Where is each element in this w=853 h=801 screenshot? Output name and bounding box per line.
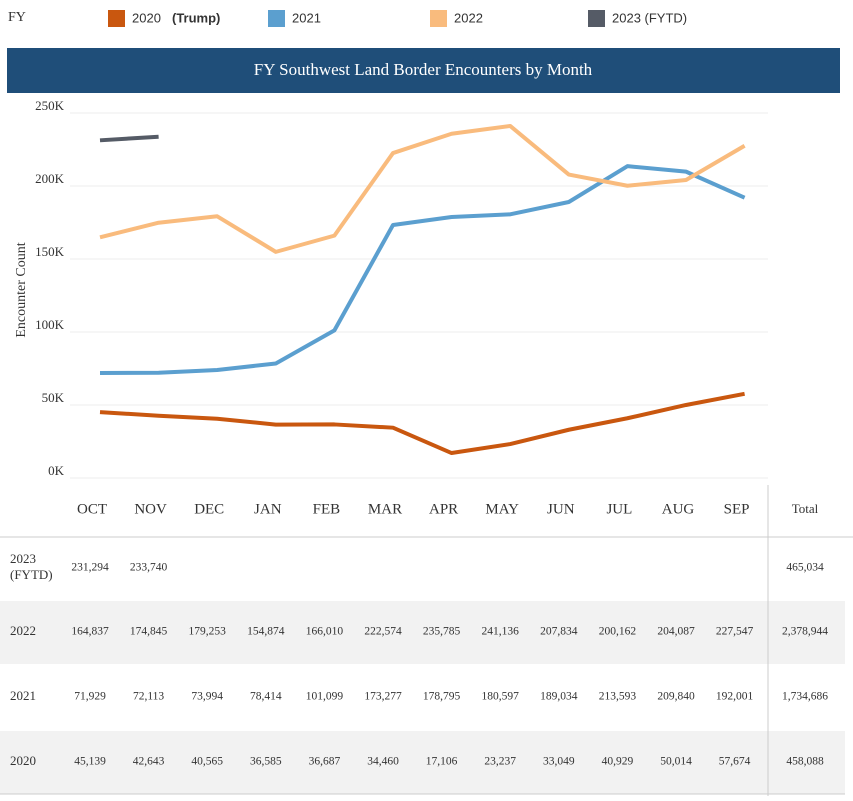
y-tick-label: 100K [35, 317, 65, 332]
table-cell: 209,840 [657, 691, 695, 703]
table-cell: 40,929 [602, 756, 634, 768]
table-cell: 73,994 [191, 691, 223, 703]
row-band [0, 601, 845, 664]
table-cell: 222,574 [364, 626, 402, 638]
row-label: 2022 [10, 623, 36, 638]
column-header: Total [792, 501, 819, 516]
legend-swatch [430, 10, 447, 27]
table-cell: 213,593 [599, 691, 637, 703]
table-cell: 204,087 [657, 626, 695, 638]
table-cell: 42,643 [133, 756, 165, 768]
table-cell: 78,414 [250, 691, 282, 703]
series-line [99, 391, 745, 456]
legend-title: FY [8, 10, 26, 25]
table-cell: 178,795 [423, 691, 461, 703]
legend-swatch [588, 10, 605, 27]
table-cell: 23,237 [484, 756, 516, 768]
column-header: NOV [134, 501, 167, 517]
table-cell: 101,099 [306, 691, 344, 703]
legend-note: (Trump) [172, 10, 220, 25]
table-cell: 57,674 [719, 756, 751, 768]
table-cell: 164,837 [71, 626, 109, 638]
y-tick-label: 0K [48, 463, 65, 478]
column-header: AUG [662, 501, 695, 517]
table-cell: 231,294 [71, 562, 109, 574]
table-cell: 72,113 [133, 691, 164, 703]
table-total: 2,378,944 [782, 626, 828, 638]
y-tick-label: 200K [35, 171, 65, 186]
y-tick-label: 250K [35, 98, 65, 113]
column-header: MAR [368, 501, 402, 517]
legend-label: 2023 (FYTD) [612, 10, 687, 25]
table-total: 458,088 [786, 756, 824, 768]
table-cell: 36,585 [250, 756, 282, 768]
column-header: JAN [254, 501, 282, 517]
table-cell: 40,565 [191, 756, 223, 768]
column-header: OCT [77, 501, 107, 517]
table-cell: 200,162 [599, 626, 637, 638]
table-cell: 71,929 [74, 691, 106, 703]
row-label: 2020 [10, 753, 36, 768]
table-cell: 233,740 [130, 562, 168, 574]
table-total: 465,034 [786, 562, 824, 574]
column-header: SEP [724, 501, 750, 517]
table-cell: 227,547 [716, 626, 754, 638]
y-tick-label: 50K [42, 390, 65, 405]
legend-swatch [268, 10, 285, 27]
row-label-line: (FYTD) [10, 567, 53, 582]
table-cell: 179,253 [189, 626, 227, 638]
row-label: 2023 (FYTD) [10, 551, 53, 582]
row-label-line: 2023 [10, 551, 36, 566]
table-cell: 207,834 [540, 626, 578, 638]
series-line [99, 164, 746, 375]
table-cell: 45,139 [74, 756, 106, 768]
row-band [0, 731, 845, 794]
table-cell: 235,785 [423, 626, 461, 638]
table-cell: 189,034 [540, 691, 578, 703]
series-line [99, 123, 746, 254]
column-header: JUN [547, 501, 575, 517]
column-header: JUL [606, 501, 632, 517]
table-cell: 154,874 [247, 626, 285, 638]
table-cell: 180,597 [482, 691, 520, 703]
y-tick-label: 150K [35, 244, 65, 259]
table-cell: 36,687 [309, 756, 341, 768]
table-cell: 192,001 [716, 691, 754, 703]
column-header: FEB [313, 501, 341, 517]
title-band [7, 48, 840, 93]
column-header: DEC [194, 501, 224, 517]
table-cell: 173,277 [364, 691, 402, 703]
legend-label: 2021 [292, 10, 321, 25]
table-cell: 50,014 [660, 756, 692, 768]
table-cell: 33,049 [543, 756, 575, 768]
legend-swatch [108, 10, 125, 27]
table-total: 1,734,686 [782, 691, 828, 703]
table-cell: 17,106 [426, 756, 458, 768]
legend-label: 2022 [454, 10, 483, 25]
column-header: MAY [485, 501, 519, 517]
row-label: 2021 [10, 688, 36, 703]
column-header: APR [429, 501, 458, 517]
table-cell: 174,845 [130, 626, 168, 638]
chart-title: FY Southwest Land Border Encounters by M… [254, 60, 593, 79]
table-cell: 34,460 [367, 756, 399, 768]
table-cell: 166,010 [306, 626, 344, 638]
y-axis-label: Encounter Count [14, 242, 29, 337]
table-cell: 241,136 [482, 626, 520, 638]
legend-label: 2020 [132, 10, 161, 25]
series-line [99, 134, 159, 143]
